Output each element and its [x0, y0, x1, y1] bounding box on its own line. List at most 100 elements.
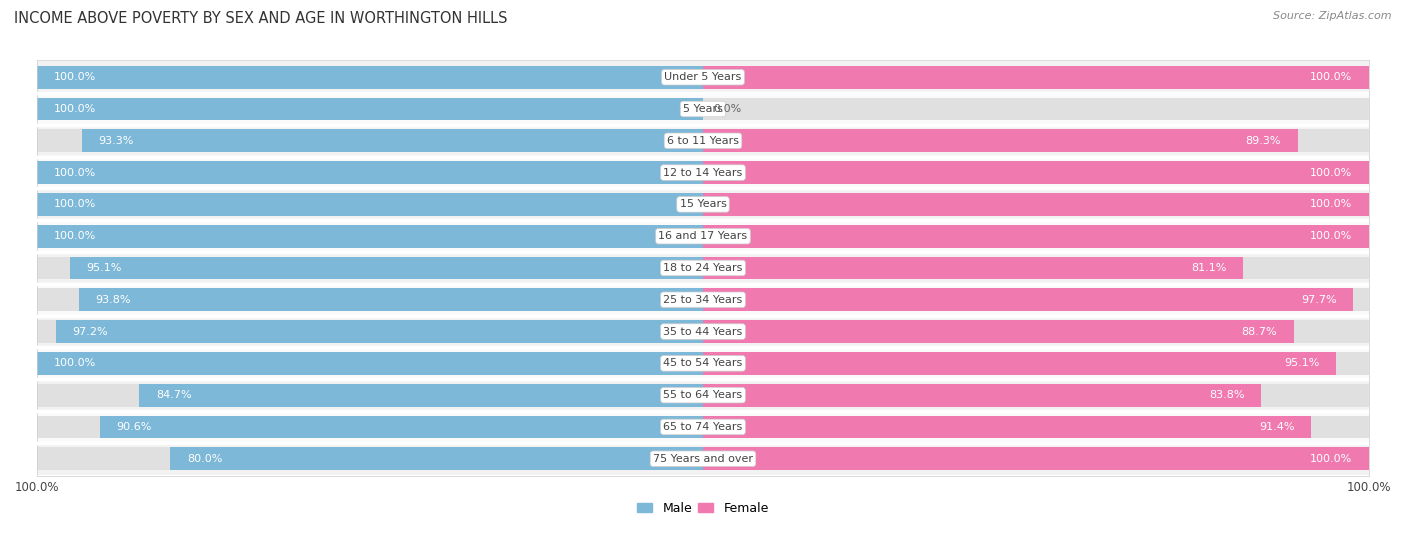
Bar [37, 225, 703, 248]
Bar [37, 161, 703, 184]
Bar [703, 129, 1369, 152]
Bar [703, 288, 1369, 311]
Text: 80.0%: 80.0% [187, 454, 222, 464]
Text: 95.1%: 95.1% [87, 263, 122, 273]
Bar [37, 98, 703, 120]
Bar [37, 129, 703, 152]
Text: 100.0%: 100.0% [53, 168, 96, 178]
Bar [70, 257, 703, 280]
Bar [37, 161, 703, 184]
Bar [37, 66, 703, 89]
Bar [170, 447, 703, 470]
Text: 0.0%: 0.0% [713, 104, 741, 114]
Bar [703, 129, 1298, 152]
Bar [703, 257, 1369, 280]
Bar [703, 98, 1369, 120]
Text: 100.0%: 100.0% [53, 72, 96, 82]
Legend: Male, Female: Male, Female [633, 497, 773, 520]
Bar [37, 125, 1369, 157]
Bar [79, 288, 703, 311]
Bar [703, 415, 1369, 438]
Bar [703, 383, 1261, 406]
Text: 83.8%: 83.8% [1209, 390, 1244, 400]
Bar [37, 193, 703, 216]
Text: 55 to 64 Years: 55 to 64 Years [664, 390, 742, 400]
Bar [703, 288, 1354, 311]
Bar [703, 320, 1369, 343]
Text: 15 Years: 15 Years [679, 200, 727, 210]
Bar [703, 66, 1369, 89]
Text: 100.0%: 100.0% [1310, 454, 1353, 464]
Bar [37, 320, 703, 343]
Bar [703, 415, 1312, 438]
Bar [703, 383, 1369, 406]
Bar [703, 225, 1369, 248]
Text: 6 to 11 Years: 6 to 11 Years [666, 136, 740, 146]
Text: 89.3%: 89.3% [1246, 136, 1281, 146]
Bar [37, 443, 1369, 475]
Bar [37, 93, 1369, 125]
Bar [37, 252, 1369, 284]
Bar [37, 352, 703, 375]
Bar [37, 415, 703, 438]
Text: INCOME ABOVE POVERTY BY SEX AND AGE IN WORTHINGTON HILLS: INCOME ABOVE POVERTY BY SEX AND AGE IN W… [14, 11, 508, 26]
Bar [703, 225, 1369, 248]
Bar [82, 129, 703, 152]
Bar [37, 220, 1369, 252]
Bar [703, 193, 1369, 216]
Text: 35 to 44 Years: 35 to 44 Years [664, 326, 742, 337]
Text: 100.0%: 100.0% [1310, 72, 1353, 82]
Bar [100, 415, 703, 438]
Text: 97.2%: 97.2% [73, 326, 108, 337]
Bar [703, 193, 1369, 216]
Bar [37, 61, 1369, 93]
Bar [37, 157, 1369, 188]
Text: 100.0%: 100.0% [53, 104, 96, 114]
Text: 95.1%: 95.1% [1284, 358, 1319, 368]
Bar [37, 447, 703, 470]
Text: 84.7%: 84.7% [156, 390, 191, 400]
Bar [703, 320, 1294, 343]
Bar [703, 161, 1369, 184]
Text: 100.0%: 100.0% [1310, 231, 1353, 241]
Text: 18 to 24 Years: 18 to 24 Years [664, 263, 742, 273]
Bar [37, 98, 703, 120]
Bar [37, 316, 1369, 348]
Text: 93.3%: 93.3% [98, 136, 134, 146]
Text: 88.7%: 88.7% [1241, 326, 1277, 337]
Bar [37, 288, 703, 311]
Bar [37, 284, 1369, 316]
Text: Source: ZipAtlas.com: Source: ZipAtlas.com [1274, 11, 1392, 21]
Bar [37, 411, 1369, 443]
Bar [37, 348, 1369, 379]
Bar [56, 320, 703, 343]
Bar [139, 383, 703, 406]
Text: 100.0%: 100.0% [53, 231, 96, 241]
Bar [703, 352, 1336, 375]
Bar [703, 352, 1369, 375]
Bar [703, 161, 1369, 184]
Bar [37, 257, 703, 280]
Text: 75 Years and over: 75 Years and over [652, 454, 754, 464]
Text: 100.0%: 100.0% [53, 358, 96, 368]
Text: 100.0%: 100.0% [1310, 200, 1353, 210]
Text: 91.4%: 91.4% [1260, 422, 1295, 432]
Text: 45 to 54 Years: 45 to 54 Years [664, 358, 742, 368]
Text: 25 to 34 Years: 25 to 34 Years [664, 295, 742, 305]
Text: 90.6%: 90.6% [117, 422, 152, 432]
Bar [37, 352, 703, 375]
Text: 65 to 74 Years: 65 to 74 Years [664, 422, 742, 432]
Bar [703, 66, 1369, 89]
Bar [703, 447, 1369, 470]
Bar [703, 257, 1243, 280]
Text: 5 Years: 5 Years [683, 104, 723, 114]
Text: 100.0%: 100.0% [53, 200, 96, 210]
Bar [37, 66, 703, 89]
Text: Under 5 Years: Under 5 Years [665, 72, 741, 82]
Bar [37, 225, 703, 248]
Bar [37, 379, 1369, 411]
Bar [37, 383, 703, 406]
Text: 97.7%: 97.7% [1301, 295, 1337, 305]
Bar [37, 193, 703, 216]
Text: 93.8%: 93.8% [96, 295, 131, 305]
